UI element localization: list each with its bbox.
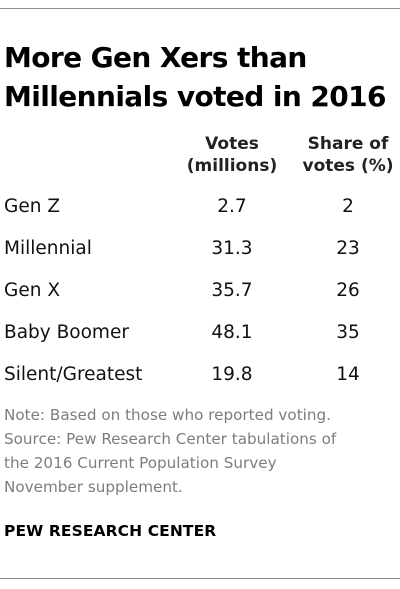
note-line-2: Source: Pew Research Center tabulations … (4, 430, 337, 448)
table-row: Silent/Greatest 19.8 14 (0, 362, 400, 404)
title-line-2: Millennials voted in 2016 (4, 80, 386, 113)
column-header-share-line-1: Share of (307, 134, 389, 154)
note-line-3: the 2016 Current Population Survey (4, 454, 277, 472)
column-header-votes-line-1: Votes (205, 134, 259, 154)
column-header-votes-line-2: (millions) (186, 156, 278, 176)
column-header-share: Share of votes (%) (296, 133, 400, 177)
column-header-votes: Votes (millions) (180, 133, 284, 177)
table-row: Gen Z 2.7 2 (0, 194, 400, 236)
row-label: Baby Boomer (4, 322, 129, 343)
votes-value: 19.8 (211, 364, 253, 385)
share-value: 14 (336, 364, 360, 385)
row-label: Millennial (4, 238, 92, 259)
note-line-4: November supplement. (4, 478, 183, 496)
top-rule (0, 8, 400, 9)
row-label: Gen X (4, 280, 60, 301)
brand-label: PEW RESEARCH CENTER (4, 522, 217, 540)
share-value: 35 (336, 322, 360, 343)
row-label: Silent/Greatest (4, 364, 143, 385)
table-row: Baby Boomer 48.1 35 (0, 320, 400, 362)
votes-value: 2.7 (217, 196, 247, 217)
note-line-1: Note: Based on those who reported voting… (4, 406, 331, 424)
table-row: Gen X 35.7 26 (0, 278, 400, 320)
votes-value: 48.1 (211, 322, 253, 343)
note-block: Note: Based on those who reported voting… (4, 403, 398, 499)
share-value: 2 (342, 196, 354, 217)
bottom-rule (0, 578, 400, 579)
row-label: Gen Z (4, 196, 60, 217)
share-value: 26 (336, 280, 360, 301)
votes-value: 35.7 (211, 280, 253, 301)
share-value: 23 (336, 238, 360, 259)
chart-title: More Gen Xers than Millennials voted in … (4, 38, 394, 116)
votes-value: 31.3 (211, 238, 253, 259)
column-header-share-line-2: votes (%) (302, 156, 394, 176)
title-line-1: More Gen Xers than (4, 41, 307, 74)
table-row: Millennial 31.3 23 (0, 236, 400, 278)
